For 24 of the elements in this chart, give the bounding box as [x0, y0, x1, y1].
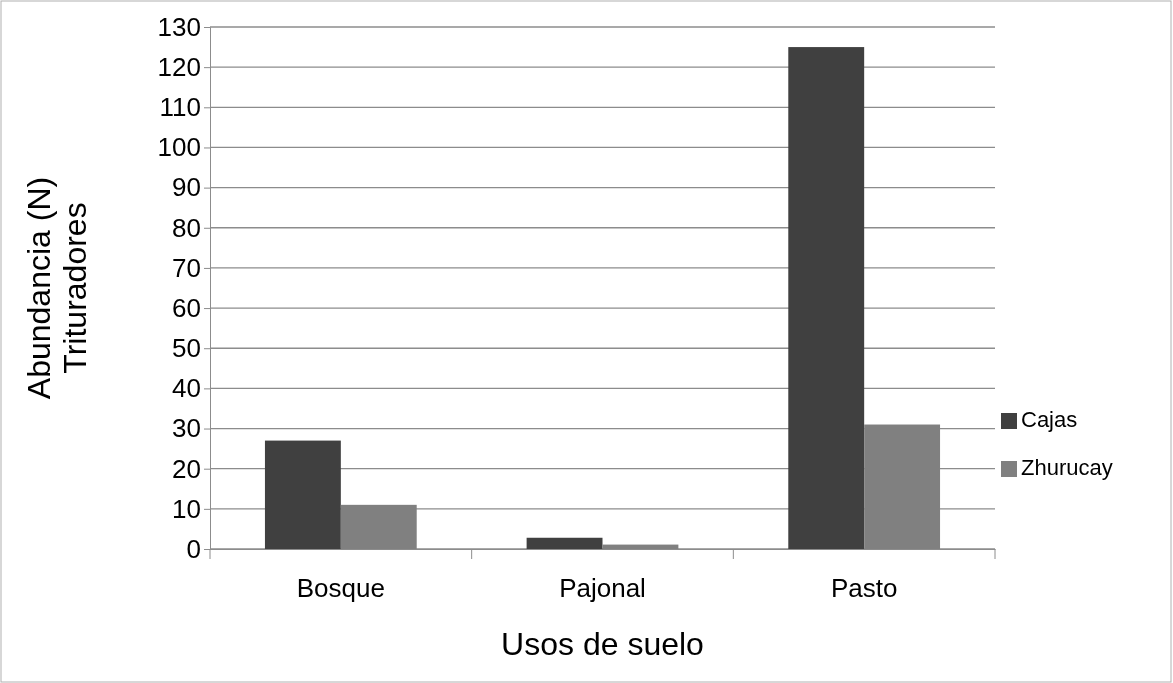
y-tick-label: 40	[172, 373, 201, 404]
x-axis-title: Usos de suelo	[501, 626, 704, 662]
bar	[526, 537, 603, 549]
y-tick-label: 90	[172, 172, 201, 203]
y-tick-label: 80	[172, 212, 201, 243]
x-tick-label: Pasto	[830, 573, 898, 604]
y-axis-title: Abundancia (N) Trituradores	[21, 176, 93, 400]
legend-label: Zhurucay	[1021, 455, 1113, 480]
legend-label: Cajas	[1021, 407, 1078, 432]
y-tick-label: 70	[172, 252, 201, 283]
y-tick-label: 50	[172, 333, 201, 364]
y-tick-label: 100	[157, 132, 201, 163]
y-tick-label: 110	[159, 92, 201, 123]
y-tick-label: 0	[186, 533, 201, 564]
y-tick-label: 60	[172, 292, 201, 323]
y-tick-label: 10	[172, 493, 201, 524]
y-tick-label: 20	[172, 453, 201, 484]
x-tick-label: Bosque	[296, 573, 385, 604]
bar	[788, 47, 865, 549]
bar	[264, 440, 341, 549]
y-tick-label: 30	[172, 413, 201, 444]
y-tick-label: 120	[157, 51, 201, 82]
y-tick-label: 130	[157, 11, 201, 42]
x-tick-label: Pajonal	[559, 573, 646, 604]
